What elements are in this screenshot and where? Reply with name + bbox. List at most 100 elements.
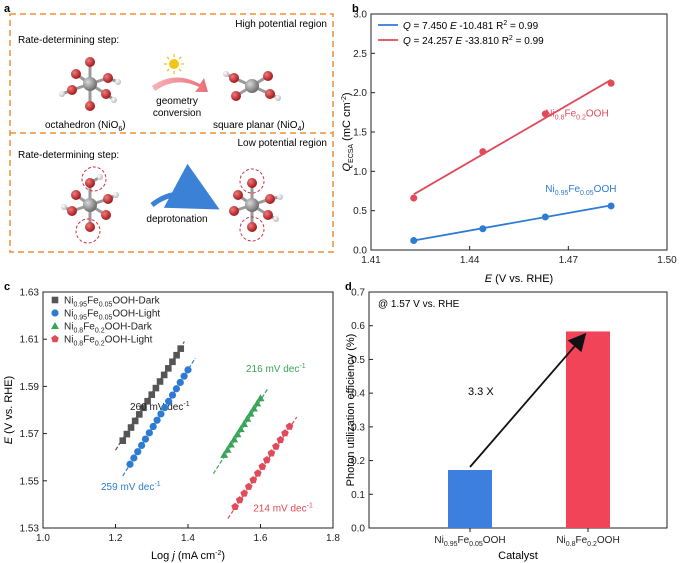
- data-point: [240, 419, 249, 427]
- y-tick-label: 1.63: [20, 288, 40, 299]
- data-point: [254, 469, 262, 477]
- y-tick-label: 1.0: [353, 167, 367, 178]
- ratio-arrow: [469, 332, 587, 468]
- oxygen-atom: [67, 206, 77, 216]
- y-tick-label: 0.3: [351, 422, 365, 433]
- oxygen-atom: [101, 89, 111, 99]
- oxygen-atom: [85, 222, 95, 232]
- hydrogen-atom: [275, 95, 281, 101]
- data-point: [161, 404, 169, 412]
- panel-a: a High potential region Rate-determining…: [4, 3, 334, 253]
- oxygen-atom: [231, 91, 241, 101]
- data-point: [236, 425, 245, 433]
- oxygen-atom: [103, 194, 113, 204]
- panel-d: d @ 1.57 V vs. RHE 0.0 0.1 0.2 0.3 0.4 0.5 0.6…: [345, 281, 668, 562]
- data-point: [138, 441, 146, 449]
- y-tick-label: 2.0: [353, 88, 367, 99]
- oxygen-atom: [263, 71, 273, 81]
- panel-d-plot-frame: [368, 291, 668, 529]
- panel-b: b 1.41 1.44 1.47 1.500.00.51.01.52.02.53.0 …: [341, 3, 677, 285]
- panel-c-legend: Ni0.95Fe0.05OOH-DarkNi0.95Fe0.05OOH-Ligh…: [51, 296, 161, 348]
- data-point: [160, 371, 168, 379]
- panel-d-marks: Ni0.95Fe0.05OOH Ni0.8Fe0.2OOH 3.3 X: [434, 331, 620, 548]
- data-point: [148, 391, 156, 398]
- oxygen-atom: [265, 194, 275, 204]
- oxygen-atom: [265, 89, 275, 99]
- series-label: Ni0.95Fe0.05OOH: [545, 184, 616, 197]
- data-point: [134, 448, 142, 456]
- data-point: [267, 449, 276, 457]
- hydrogen-atom: [273, 216, 279, 222]
- y-tick-label: 0.7: [351, 288, 365, 299]
- category-label: Ni0.95Fe0.05OOH: [434, 535, 505, 548]
- panel-c-ylabel: E (V vs. RHE): [3, 376, 15, 444]
- sun-icon: [164, 54, 184, 74]
- oxygen-atom: [85, 178, 95, 188]
- data-point: [119, 437, 127, 444]
- y-tick-label: 0.2: [351, 456, 365, 467]
- data-point: [152, 384, 160, 392]
- oxygen-atom: [233, 190, 243, 200]
- square-planar-label: square planar (NiO4): [213, 120, 305, 133]
- ratio-label: 3.3 X: [468, 386, 494, 398]
- data-point: [541, 213, 549, 221]
- panel-c-xlabel: Log j (mA cm-2): [151, 550, 225, 562]
- data-point: [51, 296, 59, 304]
- data-point: [51, 322, 59, 329]
- data-point: [272, 442, 280, 450]
- y-tick-label: 0.4: [351, 389, 365, 400]
- oxygen-atom: [71, 69, 81, 79]
- data-point: [177, 345, 185, 352]
- y-tick-label: 1.59: [20, 382, 40, 393]
- hydrogen-atom: [223, 71, 229, 77]
- oxygen-atom: [67, 85, 77, 95]
- y-tick-label: 0.6: [351, 321, 365, 332]
- data-point: [169, 358, 176, 366]
- y-tick-label: 1.57: [20, 429, 40, 440]
- panel-d-annotation: @ 1.57 V vs. RHE: [378, 299, 460, 310]
- data-point: [145, 429, 153, 437]
- panel-b-plot-frame: [370, 13, 668, 251]
- data-point: [410, 237, 418, 245]
- data-point: [180, 372, 188, 380]
- data-point: [140, 404, 147, 412]
- data-point: [244, 482, 253, 490]
- y-tick-label: 0.0: [351, 524, 365, 535]
- oxygen-atom: [85, 57, 95, 67]
- legend-entry: Ni0.8Fe0.2OOH-Light: [64, 335, 153, 348]
- oxygen-atom: [229, 206, 239, 216]
- panel-b-ticks: 1.41 1.44 1.47 1.50 0.0 0.5 1.0 1.5 2.0 2.5 3.0: [353, 10, 677, 267]
- data-point: [253, 399, 262, 407]
- data-point: [157, 410, 165, 418]
- hydrogen-atom: [115, 79, 121, 85]
- fit-line: [413, 79, 612, 196]
- data-point: [165, 397, 173, 405]
- data-point: [127, 424, 135, 431]
- x-tick-label: 1.0: [36, 533, 50, 544]
- oxygen-atom: [247, 222, 257, 232]
- data-point: [226, 440, 235, 448]
- rds-bottom-label: Rate-determining step:: [18, 150, 119, 161]
- hydrogen-atom: [61, 204, 67, 210]
- data-point: [281, 429, 289, 437]
- highlight-circle: [75, 218, 101, 244]
- highlight-circle: [81, 166, 107, 192]
- data-point: [141, 435, 150, 443]
- panel-b-xlabel: E (V vs. RHE): [485, 273, 553, 285]
- data-point: [607, 79, 615, 87]
- legend-entry: Ni0.95Fe0.05OOH-Light: [64, 309, 160, 322]
- y-tick-label: 1.53: [20, 524, 40, 535]
- data-point: [285, 422, 294, 430]
- panel-d-label: d: [345, 281, 352, 293]
- y-tick-label: 0.1: [351, 490, 365, 501]
- hydrogen-atom: [59, 91, 65, 97]
- legend-equation: Q = 24.257 E -33.810 R2 = 0.99: [403, 35, 544, 47]
- oxygen-atom: [103, 73, 113, 83]
- data-point: [246, 409, 255, 417]
- data-point: [240, 489, 248, 497]
- data-point: [165, 365, 172, 372]
- panel-c-marks: 260 mV dec-1 259 mV dec-1 216 mV dec-1 214 …: [101, 341, 313, 519]
- panel-c: c 1.0 1.2 1.4 1.6 1.8 1.53 1.55 1.57 1.59 1.61 1.6…: [3, 281, 340, 562]
- category-label: Ni0.8Fe0.2OOH: [556, 535, 619, 548]
- oxygen-atom: [85, 101, 95, 111]
